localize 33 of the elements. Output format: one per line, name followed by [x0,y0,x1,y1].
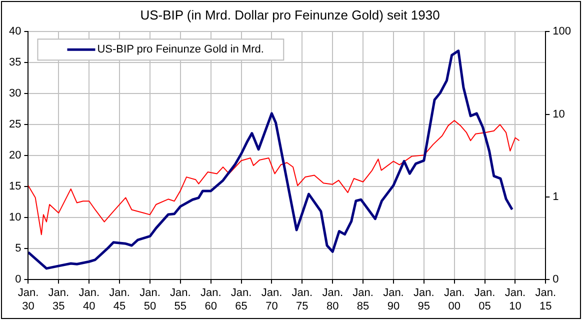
x-tick-label: Jan. 55 [170,287,191,312]
y2-tick-label: 10 [552,108,565,120]
x-tick-label: Jan. 00 [444,287,465,312]
x-tick-label: Jan. 75 [292,287,313,312]
x-tick-label: Jan. 70 [261,287,282,312]
y2-tick-label: 0 [552,274,559,286]
y-tick-label: 10 [8,212,22,224]
x-tick-label: Jan. 35 [48,287,70,312]
y2-tick-label: 100 [552,26,572,38]
x-tick-label: Jan. 30 [18,287,39,312]
x-tick-label: Jan. 95 [414,287,434,312]
y-tick-label: 5 [15,242,22,255]
x-tick-label: Jan. 50 [140,287,160,312]
x-tick-label: Jan. 90 [383,287,404,312]
x-tick-label: Jan. 85 [352,287,374,312]
y-tick-label: 30 [8,88,22,100]
y-tick-label: 40 [8,26,22,38]
x-tick-label: Jan. 45 [109,287,130,312]
y-tick-label: 15 [8,180,22,193]
x-tick-label: Jan. 05 [474,287,496,312]
y2-tick-label: 1 [552,190,559,203]
legend-label: US-BIP pro Feinunze Gold in Mrd. [97,44,264,56]
x-tick-label: Jan. 40 [78,287,100,312]
x-tick-label: Jan. 65 [230,287,252,312]
chart-title: US-BIP (in Mrd. Dollar pro Feinunze Gold) seit 1930 [140,7,440,22]
x-tick-label: Jan. 10 [504,287,526,312]
y-tick-label: 25 [8,118,22,131]
x-tick-label: Jan. 60 [200,287,222,312]
y-tick-label: 35 [8,56,22,69]
y-tick-label: 0 [15,274,22,286]
x-tick-label: Jan. 80 [322,287,343,312]
x-tick-label: Jan. 15 [535,287,556,312]
y-tick-label: 20 [8,150,22,162]
